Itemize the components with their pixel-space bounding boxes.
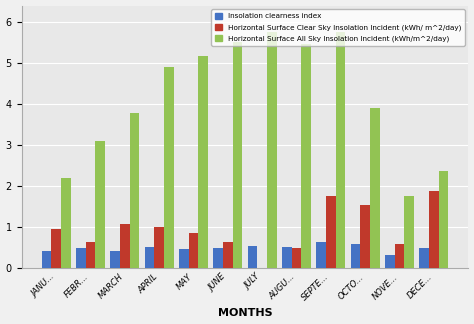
Bar: [198, 56, 208, 268]
Bar: [145, 247, 155, 268]
Bar: [326, 196, 336, 268]
Bar: [316, 242, 326, 268]
Bar: [155, 227, 164, 268]
Bar: [189, 233, 198, 268]
Bar: [385, 255, 394, 268]
Bar: [42, 250, 52, 268]
Bar: [233, 42, 242, 268]
Bar: [95, 141, 105, 268]
Bar: [164, 67, 173, 268]
Bar: [110, 250, 120, 268]
Bar: [248, 246, 257, 268]
Bar: [336, 32, 345, 268]
Bar: [429, 191, 438, 268]
X-axis label: MONTHS: MONTHS: [218, 308, 272, 318]
Bar: [394, 244, 404, 268]
Bar: [360, 205, 370, 268]
Bar: [61, 178, 71, 268]
Bar: [370, 108, 380, 268]
Bar: [130, 113, 139, 268]
Bar: [351, 244, 360, 268]
Bar: [223, 242, 233, 268]
Bar: [52, 229, 61, 268]
Bar: [267, 32, 276, 268]
Bar: [120, 224, 130, 268]
Bar: [76, 249, 86, 268]
Bar: [292, 249, 301, 268]
Bar: [179, 249, 189, 268]
Bar: [282, 247, 292, 268]
Bar: [404, 196, 414, 268]
Bar: [86, 242, 95, 268]
Bar: [438, 171, 448, 268]
Bar: [419, 248, 429, 268]
Bar: [301, 44, 311, 268]
Legend: Insolation clearness index, Horizontal Surface Clear Sky Insolation Incident (kW: Insolation clearness index, Horizontal S…: [211, 9, 465, 46]
Bar: [213, 249, 223, 268]
